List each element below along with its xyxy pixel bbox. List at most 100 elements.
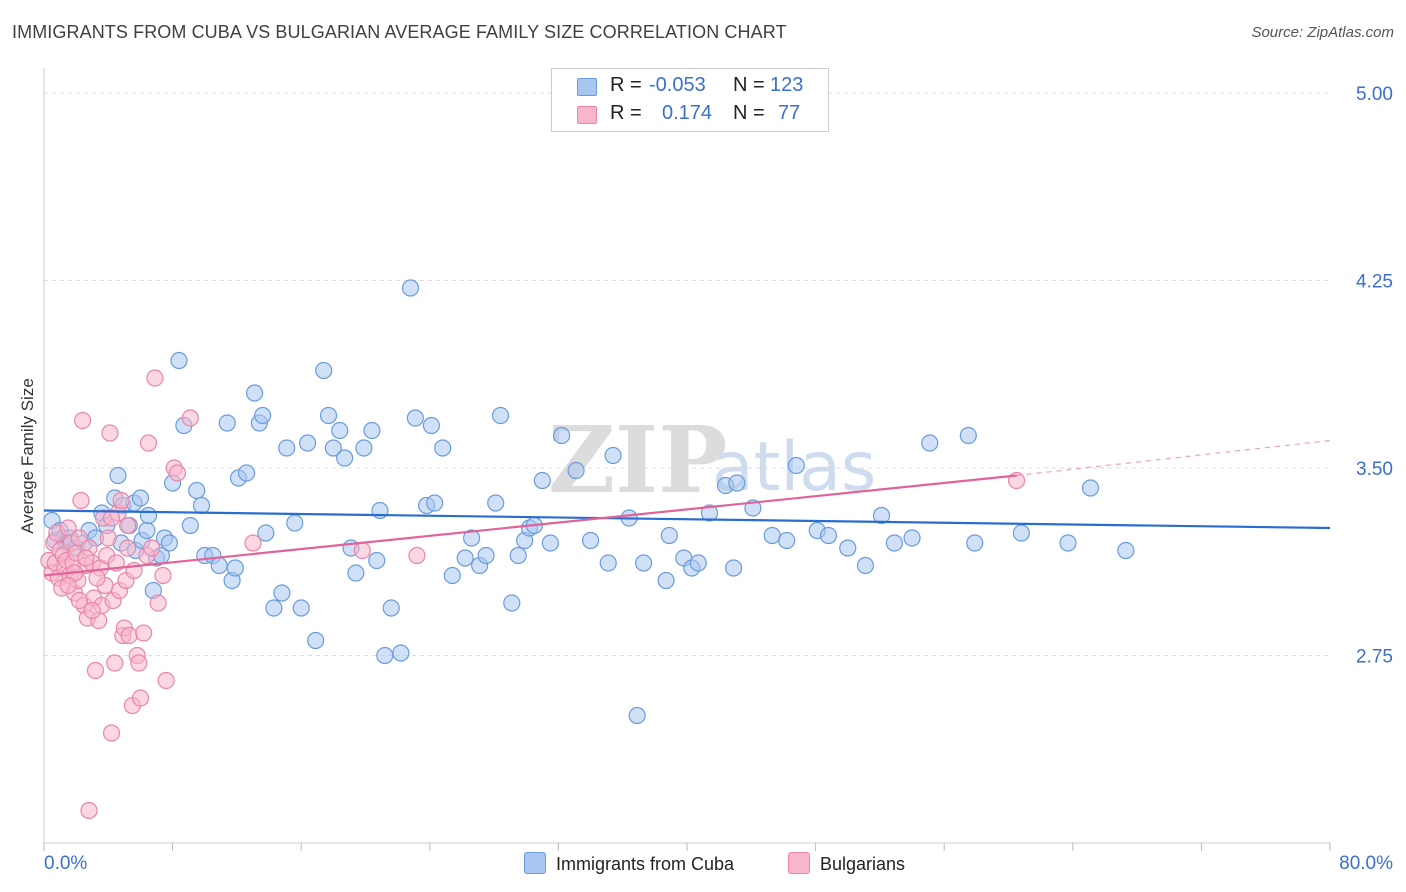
data-point-bulgarians: [139, 434, 158, 452]
series-cuba: [43, 279, 1135, 725]
data-point-cuba: [376, 646, 394, 665]
data-point-bulgarians: [88, 569, 106, 587]
data-point-cuba: [657, 571, 675, 590]
data-point-bulgarians: [157, 671, 175, 690]
chart-title: IMMIGRANTS FROM CUBA VS BULGARIAN AVERAG…: [12, 22, 787, 42]
legend-item-bulgarians[interactable]: Bulgarians: [788, 852, 905, 878]
data-point-cuba: [138, 521, 156, 540]
data-point-cuba: [903, 529, 921, 547]
data-point-cuba: [315, 361, 333, 380]
data-point-cuba: [885, 534, 903, 552]
y-tick-label: 3.50: [1356, 459, 1393, 480]
data-point-cuba: [778, 531, 796, 550]
data-point-bulgarians: [102, 509, 121, 527]
data-point-cuba: [553, 426, 571, 445]
data-point-cuba: [226, 559, 244, 577]
source-label: Source: ZipAtlas.com: [1251, 24, 1394, 41]
data-point-cuba: [278, 439, 296, 457]
data-point-cuba: [1117, 541, 1135, 560]
stats-legend: R = -0.053 N = 123 R = 0.174 N = 77: [551, 68, 829, 132]
data-point-cuba: [503, 594, 521, 612]
data-point-cuba: [700, 504, 719, 522]
data-point-cuba: [218, 414, 236, 432]
legend-r-value: 0.174: [662, 102, 713, 124]
data-point-cuba: [959, 426, 977, 445]
legend-row-cuba: R = -0.053 N = 123: [552, 71, 828, 101]
data-point-cuba: [273, 584, 291, 602]
data-point-cuba: [257, 524, 275, 542]
data-point-cuba: [109, 466, 127, 485]
legend-r-value: -0.053: [649, 74, 706, 96]
legend-swatch-bulgarians: [577, 106, 597, 124]
data-point-cuba: [509, 546, 527, 565]
data-point-cuba: [1081, 479, 1100, 497]
data-point-cuba: [382, 599, 400, 617]
data-point-bulgarians: [143, 539, 161, 557]
data-point-cuba: [286, 514, 304, 532]
data-point-cuba: [462, 529, 481, 547]
data-point-cuba: [265, 599, 283, 617]
data-point-cuba: [763, 526, 781, 545]
legend-r-label: R =: [610, 102, 642, 124]
data-point-cuba: [192, 496, 211, 515]
data-point-bulgarians: [146, 369, 164, 387]
data-point-cuba: [872, 506, 891, 525]
data-point-cuba: [392, 644, 410, 662]
legend-item-cuba[interactable]: Immigrants from Cuba: [524, 852, 734, 878]
legend-n-label: N =: [733, 102, 765, 124]
data-point-cuba: [1012, 524, 1030, 542]
data-point-cuba: [299, 434, 317, 452]
data-point-cuba: [336, 449, 354, 467]
data-point-bulgarians: [77, 549, 95, 567]
y-tick-label: 2.75: [1356, 647, 1393, 668]
data-point-cuba: [401, 279, 420, 297]
data-point-cuba: [363, 421, 381, 440]
y-tick-label: 5.00: [1356, 84, 1393, 105]
data-point-bulgarians: [86, 661, 105, 680]
data-point-cuba: [787, 456, 805, 475]
data-point-bulgarians: [244, 534, 262, 552]
data-point-cuba: [368, 551, 386, 570]
data-point-bulgarians: [83, 601, 101, 620]
data-point-cuba: [139, 506, 158, 525]
data-point-bulgarians: [73, 411, 92, 430]
data-point-cuba: [725, 559, 743, 577]
data-point-cuba: [422, 416, 441, 435]
data-point-cuba: [856, 556, 875, 575]
data-point-bulgarians: [118, 516, 137, 535]
data-point-cuba: [1059, 534, 1077, 552]
legend-label-bulgarians: Bulgarians: [820, 854, 906, 874]
x-tick-label: 0.0%: [44, 853, 87, 874]
series-bulgarians: [40, 369, 1026, 820]
data-point-bulgarians: [101, 424, 119, 442]
data-point-cuba: [406, 409, 424, 427]
data-point-cuba: [188, 481, 206, 500]
data-point-cuba: [966, 534, 984, 552]
trend-line-bulgarians: [43, 474, 1017, 577]
data-point-bulgarians: [112, 491, 130, 510]
data-point-cuba: [921, 434, 939, 452]
legend-swatch-bulgarians: [788, 852, 810, 874]
data-point-cuba: [254, 406, 272, 425]
data-point-cuba: [533, 471, 551, 490]
data-point-cuba: [434, 439, 452, 457]
data-point-bulgarians: [120, 626, 138, 645]
data-point-cuba: [456, 549, 474, 567]
data-point-cuba: [819, 526, 838, 545]
data-point-cuba: [426, 494, 444, 512]
data-point-bulgarians: [118, 539, 137, 557]
data-point-cuba: [634, 554, 653, 572]
data-point-bulgarians: [106, 654, 124, 672]
data-point-cuba: [660, 526, 678, 545]
legend-swatch-cuba: [524, 852, 546, 874]
data-point-cuba: [237, 464, 256, 482]
data-point-cuba: [443, 566, 461, 585]
data-point-cuba: [491, 406, 510, 425]
data-point-cuba: [170, 351, 188, 370]
data-point-cuba: [599, 554, 617, 572]
data-point-bulgarians: [99, 529, 117, 547]
data-point-cuba: [181, 516, 199, 535]
data-point-bulgarians: [154, 566, 172, 585]
legend-n-value: 77: [778, 102, 801, 124]
data-point-cuba: [210, 556, 228, 575]
